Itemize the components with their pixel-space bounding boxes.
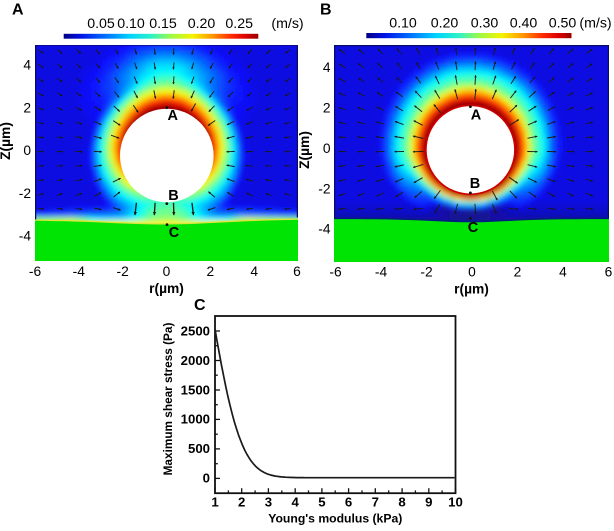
svg-text:10: 10 <box>448 495 463 510</box>
svg-text:A: A <box>471 108 482 124</box>
svg-text:A: A <box>12 2 24 19</box>
svg-text:-4: -4 <box>73 264 86 279</box>
svg-text:0: 0 <box>468 265 476 280</box>
svg-text:4: 4 <box>323 60 331 75</box>
svg-text:0.40: 0.40 <box>510 16 538 32</box>
svg-text:-4: -4 <box>318 222 331 237</box>
svg-text:0: 0 <box>203 471 210 486</box>
svg-text:9: 9 <box>425 495 432 510</box>
svg-text:6: 6 <box>605 265 613 280</box>
svg-text:4: 4 <box>250 264 258 279</box>
svg-text:2500: 2500 <box>181 323 210 338</box>
svg-text:3: 3 <box>265 495 272 510</box>
svg-text:-4: -4 <box>375 265 388 280</box>
svg-text:A: A <box>167 108 178 124</box>
svg-text:-6: -6 <box>29 264 42 279</box>
svg-text:-2: -2 <box>117 264 129 279</box>
svg-text:2: 2 <box>514 265 522 280</box>
svg-text:B: B <box>168 188 178 204</box>
svg-text:0.10: 0.10 <box>389 16 417 32</box>
svg-text:2: 2 <box>206 264 214 279</box>
svg-text:-6: -6 <box>329 265 342 280</box>
svg-text:0.05: 0.05 <box>87 16 115 32</box>
svg-text:B: B <box>320 2 332 19</box>
svg-text:C: C <box>194 297 206 314</box>
svg-text:0.10: 0.10 <box>117 16 145 32</box>
svg-text:2: 2 <box>23 100 31 115</box>
svg-text:0: 0 <box>163 264 171 279</box>
svg-text:1: 1 <box>211 495 218 510</box>
svg-text:r(µm): r(µm) <box>149 281 184 296</box>
svg-text:5: 5 <box>318 495 325 510</box>
svg-text:1500: 1500 <box>181 382 210 397</box>
svg-text:0.50: 0.50 <box>549 16 577 32</box>
svg-text:0.30: 0.30 <box>471 16 499 32</box>
svg-text:C: C <box>169 225 180 241</box>
svg-text:4: 4 <box>559 265 567 280</box>
svg-text:1000: 1000 <box>181 412 210 427</box>
svg-text:Z(µm): Z(µm) <box>297 131 312 169</box>
svg-text:-2: -2 <box>420 265 432 280</box>
svg-text:-2: -2 <box>318 181 330 196</box>
svg-text:2000: 2000 <box>181 353 210 368</box>
svg-text:0.15: 0.15 <box>149 16 177 32</box>
svg-text:0.20: 0.20 <box>431 16 459 32</box>
svg-text:Maximum shear stress (Pa): Maximum shear stress (Pa) <box>161 323 175 476</box>
svg-text:8: 8 <box>398 495 405 510</box>
svg-text:(m/s): (m/s) <box>579 16 611 32</box>
svg-text:0: 0 <box>23 143 31 158</box>
svg-text:0: 0 <box>323 141 331 156</box>
svg-text:0.20: 0.20 <box>188 16 216 32</box>
svg-text:-4: -4 <box>19 229 32 244</box>
svg-text:6: 6 <box>345 495 352 510</box>
svg-text:-2: -2 <box>19 186 31 201</box>
svg-text:B: B <box>470 176 480 192</box>
svg-text:4: 4 <box>23 58 31 73</box>
svg-text:(m/s): (m/s) <box>271 16 303 32</box>
svg-text:4: 4 <box>292 495 300 510</box>
svg-text:Z(µm): Z(µm) <box>0 122 13 160</box>
svg-text:r(µm): r(µm) <box>454 282 489 297</box>
svg-text:Young's modulus (kPa): Young's modulus (kPa) <box>268 512 402 526</box>
svg-text:2: 2 <box>238 495 245 510</box>
svg-text:C: C <box>468 220 479 236</box>
svg-text:2: 2 <box>323 101 331 116</box>
svg-text:0.25: 0.25 <box>225 16 253 32</box>
svg-text:7: 7 <box>372 495 379 510</box>
svg-text:6: 6 <box>293 264 301 279</box>
svg-text:500: 500 <box>188 441 210 456</box>
